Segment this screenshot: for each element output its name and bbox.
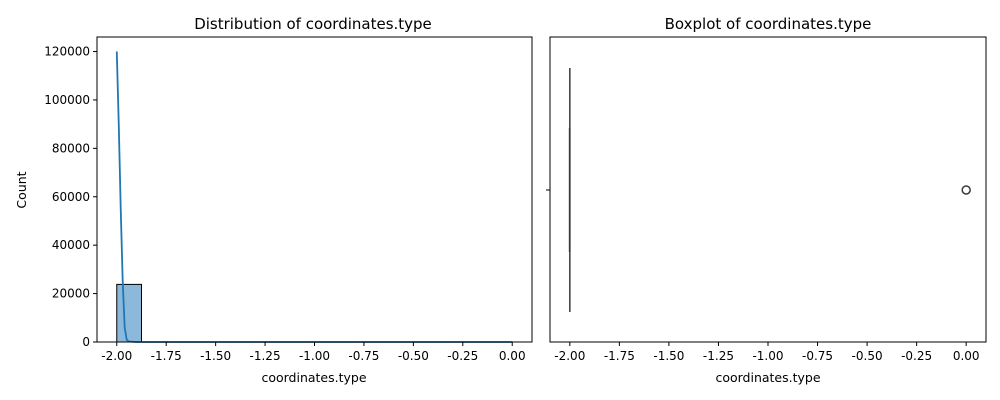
histogram-x-axis-label: coordinates.type (261, 370, 366, 385)
histogram-y-tick-label: 100000 (44, 93, 90, 107)
boxplot-x-tick-label: -1.00 (752, 349, 783, 363)
boxplot-x-tick-label: -0.75 (802, 349, 833, 363)
histogram-x-tick-label: -0.75 (348, 349, 379, 363)
boxplot-x-tick-label: -1.50 (653, 349, 684, 363)
histogram-x-tick-label: 0.00 (499, 349, 526, 363)
histogram-x-tick-label: -1.75 (151, 349, 182, 363)
boxplot-x-tick-label: -1.25 (703, 349, 734, 363)
boxplot-x-tick-label: -0.25 (901, 349, 932, 363)
histogram-x-tick-label: -0.50 (398, 349, 429, 363)
histogram-y-tick-label: 0 (82, 335, 90, 349)
boxplot-x-tick-label: -1.75 (604, 349, 635, 363)
histogram-y-tick-label: 80000 (52, 141, 90, 155)
histogram-y-axis-label: Count (14, 171, 29, 208)
histogram-panel: Distribution of coordinates.type -2.00 -1… (14, 15, 533, 385)
boxplot-x-axis-label: coordinates.type (715, 370, 820, 385)
histogram-x-tick-label: -2.00 (101, 349, 132, 363)
histogram-y-tick-label: 120000 (44, 45, 90, 59)
boxplot-panel: Boxplot of coordinates.type -2.00 -1.75 -1… (546, 15, 987, 385)
histogram-bar (116, 283, 142, 343)
boxplot-plot: -2.00 -1.75 -1.50 -1.25 -1.00 -0.75 -0.50 -0.25… (554, 68, 980, 363)
histogram-y-tick-label: 40000 (52, 238, 90, 252)
boxplot-title: Boxplot of coordinates.type (665, 15, 872, 33)
histogram-x-tick-label: -1.25 (250, 349, 281, 363)
boxplot-x-tick-label: -0.50 (852, 349, 883, 363)
histogram-y-tick-label: 20000 (52, 287, 90, 301)
histogram-axes-frame (96, 36, 533, 343)
histogram-title: Distribution of coordinates.type (194, 15, 432, 33)
histogram-y-tick-label: 60000 (52, 190, 90, 204)
boxplot-x-tick-label: 0.00 (953, 349, 980, 363)
boxplot-x-tick-label: -2.00 (554, 349, 585, 363)
histogram-x-tick-label: -0.25 (447, 349, 478, 363)
histogram-plot: -2.00 -1.75 -1.50 -1.25 -1.00 -0.75 -0.50 -0.25… (44, 45, 525, 363)
histogram-x-tick-label: -1.50 (200, 349, 231, 363)
histogram-x-tick-label: -1.00 (299, 349, 330, 363)
boxplot-outlier (961, 185, 971, 195)
